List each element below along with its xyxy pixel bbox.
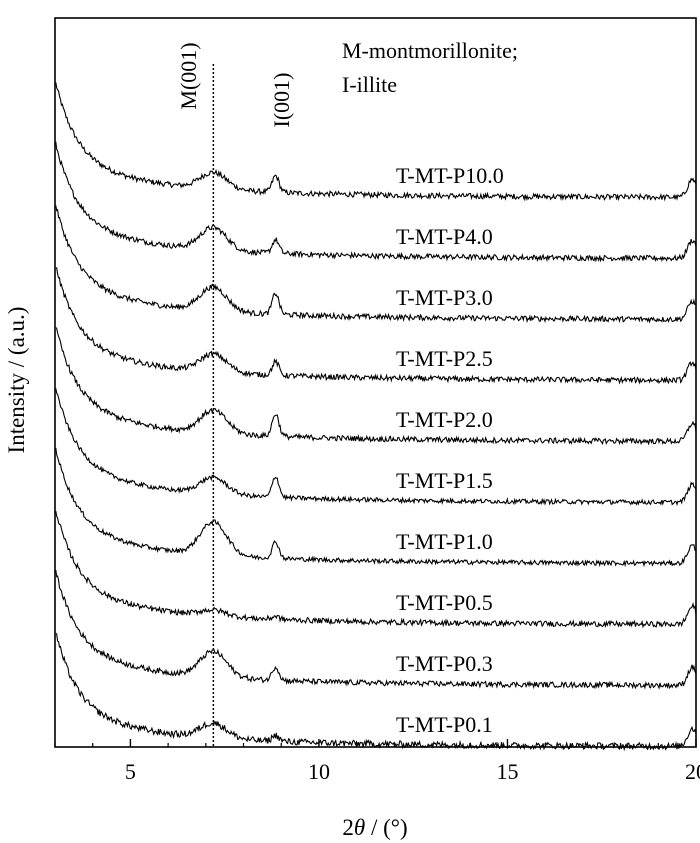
series-label: T-MT-P0.5 [396, 590, 493, 615]
series-label: T-MT-P2.0 [396, 407, 493, 432]
series-line-T-MT-P0.1 [55, 632, 697, 752]
series-line-T-MT-P2.5 [55, 267, 697, 385]
x-axis-ticks: 5 10 15 20 [54, 739, 700, 784]
series-labels: T-MT-P10.0 T-MT-P4.0 T-MT-P3.0 T-MT-P2.5 T-M… [396, 163, 504, 737]
series-label: T-MT-P2.5 [396, 346, 493, 371]
series-label: T-MT-P1.5 [396, 468, 493, 493]
series-line-T-MT-P0.3 [55, 570, 697, 690]
series-label: T-MT-P1.0 [396, 529, 493, 554]
y-axis-label: Intensity / (a.u.) [4, 307, 29, 454]
series-line-T-MT-P1.5 [55, 388, 697, 507]
x-tick-label-20: 20 [685, 759, 700, 784]
series-label: T-MT-P0.3 [396, 651, 493, 676]
series-line-T-MT-P10.0 [55, 82, 697, 202]
annotation-m001: M(001) [176, 42, 201, 109]
series-line-T-MT-P1.0 [55, 447, 697, 568]
series-line-T-MT-P3.0 [55, 205, 696, 324]
series-label: T-MT-P0.1 [396, 712, 493, 737]
x-tick-label-10: 10 [308, 759, 330, 784]
series-curves [55, 82, 697, 752]
x-axis-label: 2θ / (°) [342, 815, 407, 840]
x-axis-label-symbol: 2 [342, 815, 354, 840]
x-axis-label-unit: / (°) [365, 815, 407, 840]
legend-note-line-2: I-illite [342, 72, 397, 97]
annotations: M(001) I(001) [176, 42, 294, 127]
plot-frame [54, 17, 697, 748]
series-line-T-MT-P0.5 [55, 511, 697, 629]
x-tick-label-15: 15 [496, 759, 518, 784]
annotation-i001: I(001) [269, 73, 294, 128]
x-tick-label-5: 5 [125, 759, 136, 784]
series-label: T-MT-P10.0 [396, 163, 504, 188]
series-line-T-MT-P4.0 [55, 141, 697, 263]
series-label: T-MT-P4.0 [396, 224, 493, 249]
series-label: T-MT-P3.0 [396, 285, 493, 310]
series-line-T-MT-P2.0 [55, 327, 697, 446]
x-axis-label-theta: θ [354, 815, 365, 840]
legend-note-line-1: M-montmorillonite; [342, 38, 518, 63]
